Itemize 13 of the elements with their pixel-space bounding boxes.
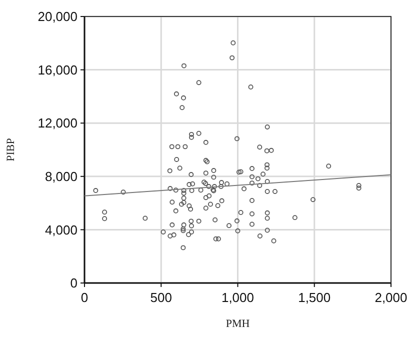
y-tick-label: 20,000 xyxy=(38,9,78,24)
x-axis-title: PMH xyxy=(226,318,250,330)
y-tick-label: 4,000 xyxy=(44,222,78,238)
x-tick-label: 500 xyxy=(150,290,172,305)
x-tick-label: 0 xyxy=(80,290,88,305)
x-tick-label: 1,500 xyxy=(298,290,331,305)
y-tick-label: 12,000 xyxy=(38,116,78,131)
x-tick-label: 1,000 xyxy=(221,290,254,305)
y-tick-label: 0 xyxy=(70,276,78,291)
x-tick-label: 2,000 xyxy=(374,290,408,305)
y-axis-title: PIBP xyxy=(5,138,17,162)
y-tick-label: 8,000 xyxy=(44,168,78,184)
y-tick-label: 16,000 xyxy=(38,62,78,78)
